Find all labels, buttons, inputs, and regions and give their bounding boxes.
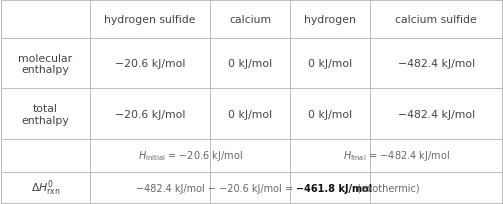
Text: 0 kJ/mol: 0 kJ/mol: [308, 109, 352, 119]
Text: −482.4 kJ/mol: −482.4 kJ/mol: [398, 59, 475, 69]
Text: 0 kJ/mol: 0 kJ/mol: [228, 109, 272, 119]
Text: calcium: calcium: [229, 15, 271, 25]
Text: −20.6 kJ/mol: −20.6 kJ/mol: [115, 59, 186, 69]
Text: $\Delta H^0_\mathrm{rxn}$: $\Delta H^0_\mathrm{rxn}$: [31, 178, 60, 197]
Text: $\mathit{H}_\mathrm{initial}$ = −20.6 kJ/mol: $\mathit{H}_\mathrm{initial}$ = −20.6 kJ…: [138, 149, 242, 163]
Text: 0 kJ/mol: 0 kJ/mol: [308, 59, 352, 69]
Text: hydrogen: hydrogen: [304, 15, 356, 25]
Text: molecular
enthalpy: molecular enthalpy: [18, 53, 72, 75]
Text: (exothermic): (exothermic): [354, 183, 420, 193]
Text: −482.4 kJ/mol: −482.4 kJ/mol: [398, 109, 475, 119]
Text: −461.8 kJ/mol: −461.8 kJ/mol: [296, 183, 372, 193]
Text: hydrogen sulfide: hydrogen sulfide: [105, 15, 196, 25]
Text: total
enthalpy: total enthalpy: [22, 103, 69, 125]
Text: $\mathit{H}_\mathrm{final}$ = −482.4 kJ/mol: $\mathit{H}_\mathrm{final}$ = −482.4 kJ/…: [343, 149, 450, 163]
Text: −482.4 kJ/mol − −20.6 kJ/mol =: −482.4 kJ/mol − −20.6 kJ/mol =: [136, 183, 296, 193]
Text: calcium sulfide: calcium sulfide: [395, 15, 477, 25]
Text: −20.6 kJ/mol: −20.6 kJ/mol: [115, 109, 186, 119]
Text: 0 kJ/mol: 0 kJ/mol: [228, 59, 272, 69]
